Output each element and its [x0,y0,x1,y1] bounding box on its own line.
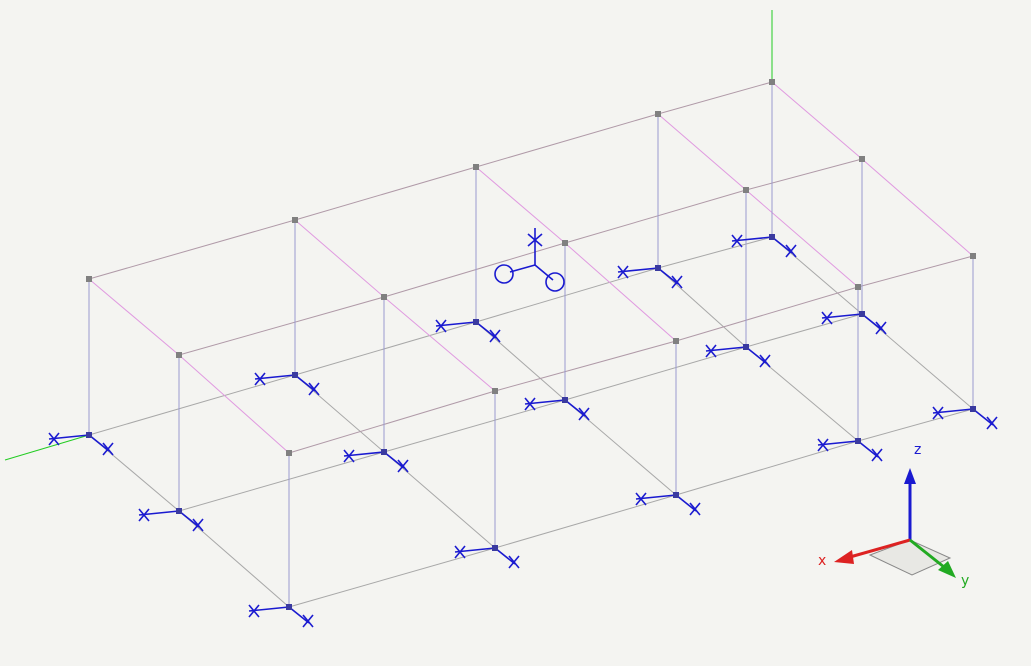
support [731,234,797,258]
base-line [88,374,296,436]
base-line [178,510,290,608]
node [673,338,679,344]
beam [745,189,859,288]
base-line [657,236,773,269]
node [86,276,92,282]
node [86,432,92,438]
support [932,406,998,430]
node [176,352,182,358]
axis-triad: z x y [818,442,969,589]
support [138,508,204,532]
beam [178,354,290,454]
node [381,449,387,455]
node [286,450,292,456]
node [859,156,865,162]
support [705,344,771,368]
node [473,319,479,325]
node [743,187,749,193]
node [176,508,182,514]
axis-label-z: z [914,442,921,458]
beam [88,278,180,356]
support [248,604,314,628]
global-x-axis [4,434,90,461]
structure [48,79,998,628]
base-line [383,399,566,453]
node [859,311,865,317]
support [817,438,883,462]
beam [178,296,385,356]
beam [475,113,659,168]
node [855,438,861,444]
beam [564,242,677,342]
base-line [383,451,496,549]
support [635,492,701,516]
beam [383,242,566,298]
node [286,604,292,610]
base-line [657,267,747,348]
beam [657,81,773,115]
support [821,311,887,335]
base-line [857,408,974,442]
node [655,265,661,271]
base-line [745,313,863,348]
base-line [564,346,747,401]
base-line [494,494,677,549]
node [292,217,298,223]
base-line [475,267,659,323]
beam [475,166,566,244]
support [454,545,520,569]
base-line [675,440,859,496]
node [970,253,976,259]
beam [861,158,974,257]
node [673,492,679,498]
node [492,545,498,551]
node [655,111,661,117]
support [524,397,590,421]
beam [857,255,974,288]
support [48,432,114,456]
axis-label-y: y [961,573,969,589]
beam [294,166,477,221]
support [617,265,683,289]
beam [288,390,496,454]
beam [657,113,747,191]
beam [383,296,496,392]
node [562,240,568,246]
node [743,344,749,350]
node [381,294,387,300]
beam [564,189,747,244]
node [492,388,498,394]
node [970,406,976,412]
node [769,79,775,85]
node [292,372,298,378]
base-line [475,321,566,401]
node [855,284,861,290]
beam [745,158,863,191]
beam [494,340,677,392]
beam [675,286,859,342]
center-icon [494,228,565,292]
support [343,449,409,473]
node [769,234,775,240]
axis-label-x: x [818,553,826,569]
node [473,164,479,170]
support [254,372,320,396]
base-line [294,321,477,376]
base-line [288,547,496,608]
support [435,319,501,343]
beam [771,81,863,160]
node [562,397,568,403]
base-line [178,451,385,512]
beam [88,219,296,280]
beam [294,219,385,298]
